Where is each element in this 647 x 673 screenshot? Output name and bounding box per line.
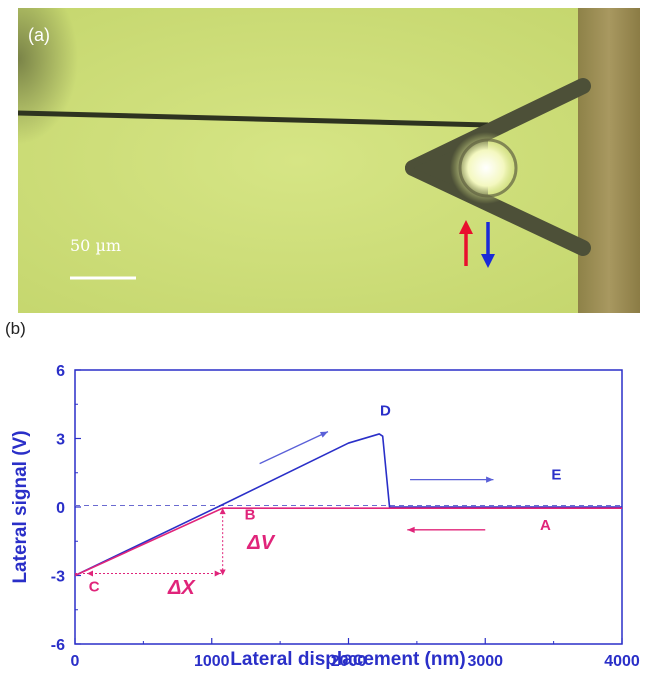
delta-x-arrowhead-right [214,570,221,577]
scale-bar-label: 50 µm [70,236,121,255]
lateral-signal-chart: (b) 0 1000 2000 3000 4000 -6 -3 0 3 6 D E B A C ΔV ΔX L… [5,319,640,670]
x-tick-label: 2000 [331,653,367,670]
fiber-probe [18,110,489,128]
microscope-photo-panel: (a) 50 µm [18,8,640,313]
y-tick-label: 6 [56,363,65,380]
delta-v-label: ΔV [246,532,275,554]
direction-arrowhead-3 [407,526,415,533]
y-tick-label: -6 [51,637,65,654]
point-label-c: C [89,578,100,595]
direction-arrowhead-2 [486,476,494,483]
direction-arrow-1 [259,431,329,465]
delta-x-arrowhead-left [87,570,93,577]
point-label-a: A [540,517,551,534]
x-tick-label: 4000 [604,653,640,670]
delta-x-label: ΔX [167,577,196,599]
panel-a-label: (a) [28,25,50,45]
delta-v-arrowhead-bottom [219,569,226,576]
point-label-e: E [551,467,561,484]
x-axis-label: Lateral displacement (nm) [230,649,465,670]
x-tick-label: 1000 [194,653,230,670]
substrate-edge [578,8,640,313]
point-label-b: B [245,507,256,524]
panel-b-label: (b) [5,319,26,338]
y-tick-label: 3 [56,432,65,449]
direction-arrowhead-1 [319,431,328,438]
delta-v-arrowhead-top [219,508,226,515]
series-line-1 [74,433,622,577]
point-label-d: D [380,403,391,420]
y-tick-label: 0 [56,500,65,517]
down-arrow-icon [481,222,495,268]
y-tick-label: -3 [51,569,65,586]
y-axis-label: Lateral signal (V) [10,430,31,583]
x-tick-label: 0 [71,653,80,670]
x-tick-label: 3000 [467,653,503,670]
up-arrow-icon [459,220,473,266]
